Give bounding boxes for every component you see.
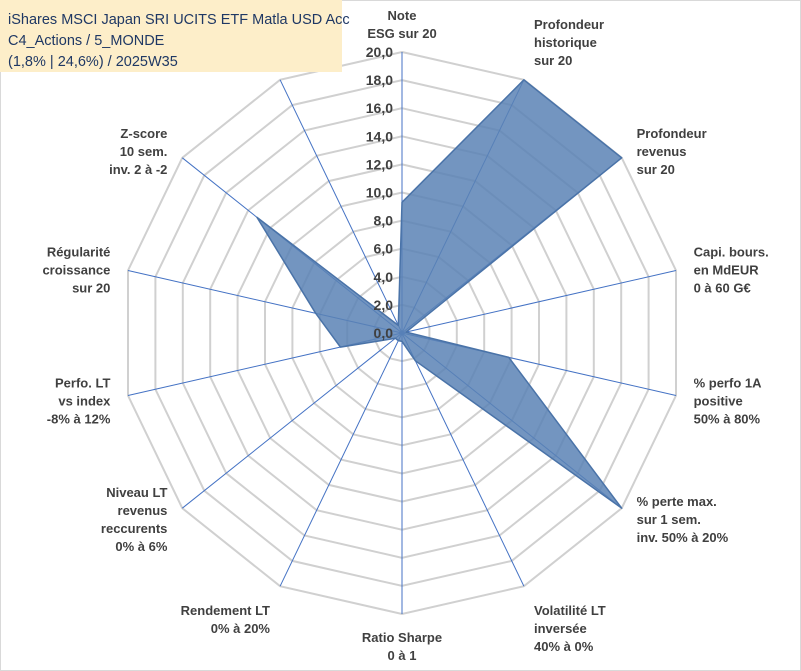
axis-label: Niveau LT <box>106 485 167 500</box>
axis-label: croissance <box>42 262 110 277</box>
tick-label: 2,0 <box>374 297 394 313</box>
axis-label: inversée <box>534 621 587 636</box>
axis-label: sur 20 <box>72 280 110 295</box>
axis-label: reccurents <box>101 521 167 536</box>
axis-label: Profondeur <box>534 17 604 32</box>
tick-label: 14,0 <box>366 128 393 144</box>
axis-label: vs index <box>58 394 111 409</box>
tick-label: 16,0 <box>366 100 393 116</box>
tick-label: 10,0 <box>366 185 393 201</box>
axis-label: 0% à 20% <box>211 621 271 636</box>
axis-label: Profondeur <box>637 126 707 141</box>
axis-label: inv. 50% à 20% <box>637 530 729 545</box>
radar-spoke <box>401 270 677 334</box>
radar-series <box>256 79 623 509</box>
axis-label: en MdEUR <box>694 262 760 277</box>
tick-label: 6,0 <box>374 241 394 257</box>
axis-label: 0 à 60 G€ <box>694 280 751 295</box>
axis-label: 10 sem. <box>120 144 168 159</box>
axis-label: 0 à 1 <box>388 648 417 663</box>
tick-label: 18,0 <box>366 72 393 88</box>
axis-label: sur 20 <box>637 162 675 177</box>
axis-label: inv. 2 à -2 <box>109 162 167 177</box>
axis-label: Ratio Sharpe <box>362 630 442 645</box>
axis-label: Z-score <box>120 126 167 141</box>
axis-label: 40% à 0% <box>534 639 594 654</box>
radar-spoke <box>279 79 403 334</box>
axis-label: ESG sur 20 <box>367 26 436 41</box>
radar-spoke <box>401 332 525 587</box>
fund-name: iShares MSCI Japan SRI UCITS ETF Matla U… <box>8 12 350 28</box>
radar-tick-labels: 0,0 2,0 4,0 6,0 8,0 10,0 12,0 14,0 16,0 18,0 20,0 <box>366 44 393 341</box>
axis-label: Perfo. LT <box>55 376 110 391</box>
series-area <box>256 79 623 509</box>
fund-stats: (1,8% | 24,6%) / 2025W35 <box>8 54 178 70</box>
axis-label: Note <box>388 8 417 23</box>
axis-label: sur 1 sem. <box>637 512 701 527</box>
tick-label: 20,0 <box>366 44 393 60</box>
tick-label: 0,0 <box>374 325 394 341</box>
axis-label: % perte max. <box>637 494 717 509</box>
axis-label: revenus <box>637 144 687 159</box>
axis-label: Régularité <box>47 244 111 259</box>
axis-label: 0% à 6% <box>115 539 167 554</box>
tick-label: 4,0 <box>374 269 394 285</box>
axis-label: % perfo 1A <box>694 376 763 391</box>
fund-category: C4_Actions / 5_MONDE <box>8 33 165 49</box>
axis-label: Volatilité LT <box>534 603 606 618</box>
radar-spoke <box>181 332 403 509</box>
axis-label: Capi. bours. <box>694 244 769 259</box>
axis-label: positive <box>694 394 743 409</box>
chart-title-box: iShares MSCI Japan SRI UCITS ETF Matla U… <box>0 0 350 72</box>
tick-label: 12,0 <box>366 156 393 172</box>
axis-label: Rendement LT <box>181 603 270 618</box>
axis-label: revenus <box>118 503 168 518</box>
axis-label: 50% à 80% <box>694 412 761 427</box>
tick-label: 8,0 <box>374 213 394 229</box>
axis-label: historique <box>534 35 597 50</box>
axis-label: -8% à 12% <box>47 412 111 427</box>
axis-label: sur 20 <box>534 53 572 68</box>
radar-spoke <box>279 332 403 587</box>
